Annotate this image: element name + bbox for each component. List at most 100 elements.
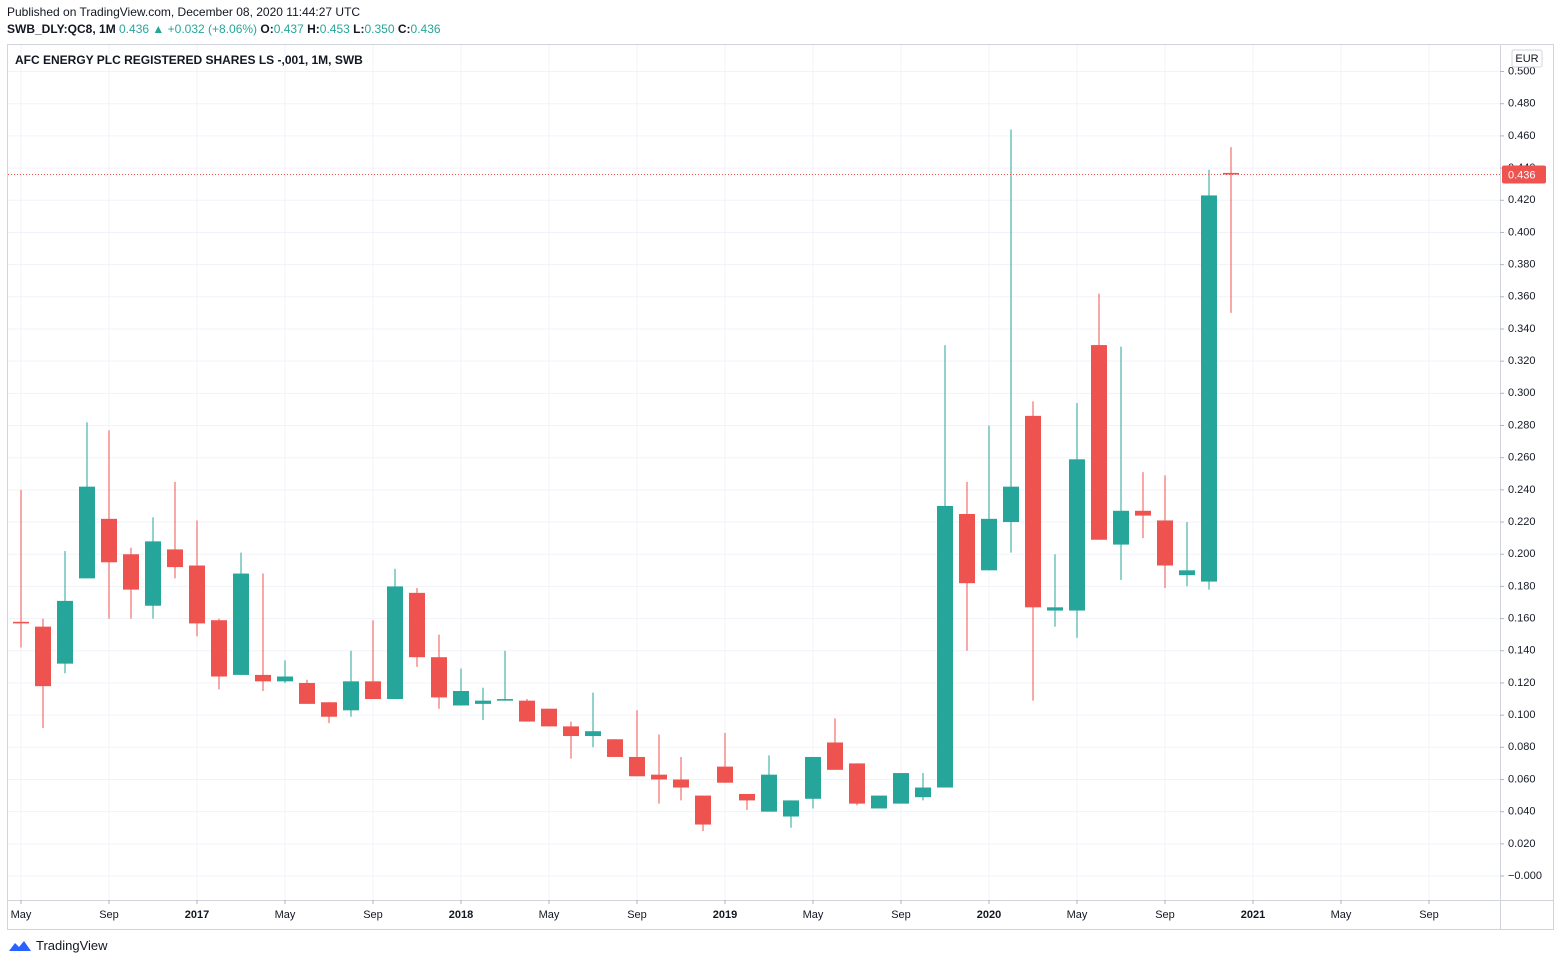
y-tick-label: 0.020 [1508, 838, 1536, 850]
candle-body [497, 699, 513, 701]
last-price-box [1502, 165, 1546, 184]
logo [9, 940, 31, 951]
candle-body [167, 549, 183, 568]
candle-body [211, 620, 227, 677]
candle-body [431, 657, 447, 698]
frame [7, 44, 1554, 930]
y-tick-label: 0.040 [1508, 806, 1536, 818]
candle-body [629, 756, 645, 777]
currency: EUR [1515, 53, 1538, 65]
y-tick-label: 0.420 [1508, 194, 1536, 206]
candle-body [805, 756, 821, 799]
candle-body [1003, 486, 1019, 523]
candle-body [1223, 172, 1239, 175]
chart-title: AFC ENERGY PLC REGISTERED SHARES LS -,00… [15, 53, 363, 67]
candle-body [1113, 510, 1129, 545]
chart: −0.000 0.020 0.040 0.060 0.080 0.100 0.120 0.14… [7, 44, 1554, 930]
y-tick-label: 0.100 [1508, 709, 1536, 721]
candle-body [233, 573, 249, 675]
y-tick-label: 0.120 [1508, 677, 1536, 689]
candle-body [321, 702, 337, 717]
candle-body [79, 486, 95, 579]
candle-body [739, 793, 755, 801]
y-tick-label: 0.260 [1508, 452, 1536, 464]
candle-body [387, 586, 403, 700]
y-tick-label: 0.080 [1508, 741, 1536, 753]
candle-body [761, 774, 777, 812]
candle-body [1069, 459, 1085, 611]
candle-body [35, 626, 51, 687]
y-tick-label: 0.500 [1508, 65, 1536, 77]
candle-body [783, 800, 799, 817]
h-label: H: [307, 22, 320, 36]
y-tick-label: −0.000 [1508, 870, 1542, 882]
candle-body [981, 518, 997, 571]
y-tick-label: 0.300 [1508, 387, 1536, 399]
o-label: O: [260, 22, 274, 36]
y-tick-label: 0.460 [1508, 130, 1536, 142]
candle-body [673, 779, 689, 788]
change: +0.032 (+8.06%) [167, 22, 258, 36]
l-label: L: [353, 22, 365, 36]
candle-body [13, 621, 29, 624]
footer: TradingView [8, 938, 108, 953]
x-tick-label: 2017 [185, 909, 209, 921]
x-tick-label: 2019 [713, 909, 737, 921]
y-tick-label: 0.360 [1508, 291, 1536, 303]
c-label: C: [397, 22, 411, 36]
last: 0.436 [119, 22, 150, 36]
last-price-label: 0.436 [1508, 169, 1536, 181]
x-tick-label: Sep [891, 909, 911, 921]
x-tick-label: May [803, 909, 824, 921]
candle-body [189, 565, 205, 624]
currency-box [1511, 49, 1543, 68]
y-tick-label: 0.340 [1508, 323, 1536, 335]
y-tick-label: 0.380 [1508, 259, 1536, 271]
y-tick-label: 0.140 [1508, 645, 1536, 657]
candle-body [145, 541, 161, 606]
candle-body [101, 518, 117, 563]
l-value: 0.350 [364, 22, 395, 36]
candle-body [937, 505, 953, 788]
candle-body [277, 676, 293, 682]
candle-body [1047, 607, 1063, 611]
y-tick-label: 0.180 [1508, 580, 1536, 592]
candle-body [651, 774, 667, 780]
candle-body [519, 700, 535, 722]
candle-body [893, 773, 909, 804]
candle-body [915, 787, 931, 798]
x-tick-label: Sep [1419, 909, 1439, 921]
x-tick-label: Sep [363, 909, 383, 921]
symbol-line: SWB_DLY:QC8, 1M 0.436 ▲ +0.032 (+8.06%) … [7, 22, 441, 36]
y-tick-label: 0.240 [1508, 484, 1536, 496]
x-tick-label: 2018 [449, 909, 473, 921]
candle-body [585, 731, 601, 737]
o-value: 0.437 [273, 22, 304, 36]
candle-body [1179, 570, 1195, 576]
y-tick-label: 0.060 [1508, 773, 1536, 785]
c-value: 0.436 [410, 22, 441, 36]
y-tick-label: 0.400 [1508, 226, 1536, 238]
y-tick-label: 0.160 [1508, 612, 1536, 624]
y-tick-label: 0.320 [1508, 355, 1536, 367]
candle-body [453, 690, 469, 706]
candle-body [1157, 520, 1173, 566]
candle-body [849, 763, 865, 804]
y-tick-label: 0.220 [1508, 516, 1536, 528]
candle-body [827, 742, 843, 770]
candle-body [1201, 195, 1217, 582]
candle-body [607, 739, 623, 757]
published-note: Published on TradingView.com, December 0… [7, 5, 361, 19]
candle-body [717, 766, 733, 783]
x-tick-label: Sep [1155, 909, 1175, 921]
candle-body [299, 682, 315, 704]
h-value: 0.453 [319, 22, 350, 36]
candle-body [123, 554, 139, 590]
candle-body [255, 674, 271, 682]
candle-body [563, 726, 579, 737]
candle-body [365, 681, 381, 700]
candle-body [57, 600, 73, 664]
x-tick-label: 2020 [977, 909, 1001, 921]
candle-body [541, 708, 557, 727]
x-tick-label: Sep [627, 909, 647, 921]
